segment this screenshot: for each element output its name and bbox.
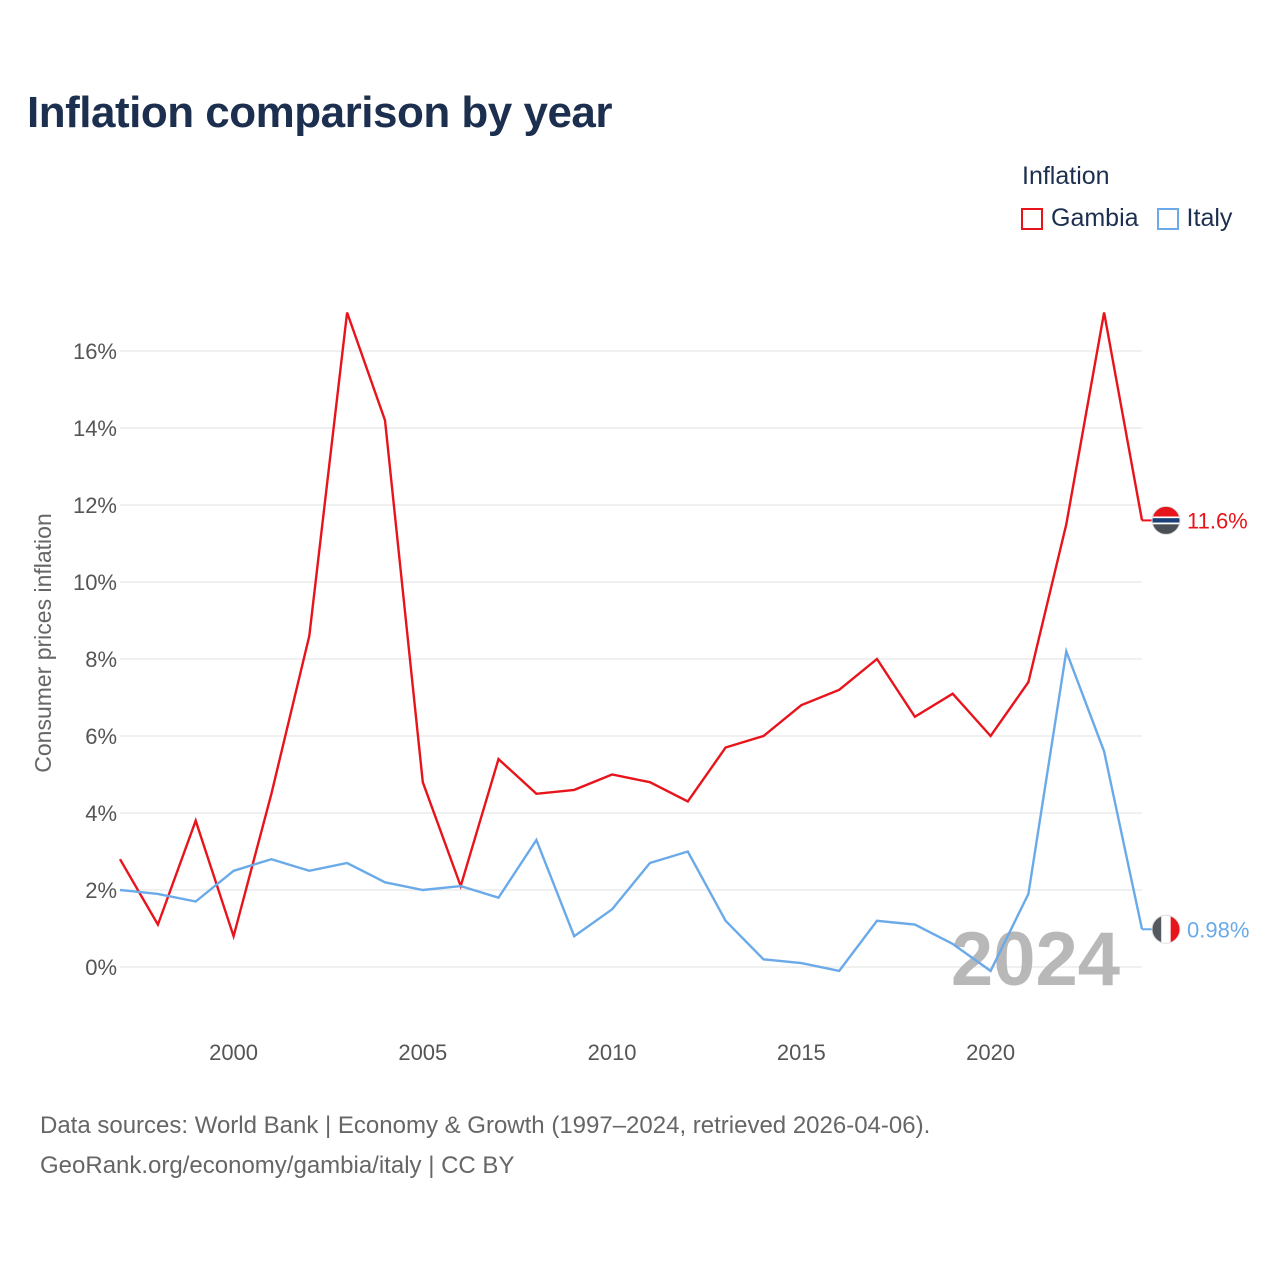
legend-title: Inflation: [1022, 162, 1110, 190]
legend-item-gambia[interactable]: Gambia: [1021, 204, 1139, 233]
gambia-flag-icon: [1151, 505, 1181, 535]
series-lines: [118, 312, 1144, 973]
y-tick-label: 6%: [85, 724, 117, 749]
y-tick-label: 16%: [73, 339, 117, 364]
x-tick-label: 2010: [588, 1040, 637, 1065]
chart-title: Inflation comparison by year: [27, 88, 613, 137]
y-tick-label: 4%: [85, 801, 117, 826]
legend-item-italy[interactable]: Italy: [1156, 204, 1233, 233]
footer-link[interactable]: GeoRank.org/economy/gambia/italy | CC BY: [40, 1152, 515, 1179]
x-tick-label: 2000: [209, 1040, 258, 1065]
legend-label-gambia: Gambia: [1051, 204, 1139, 232]
end-label-gambia: 11.6%: [1187, 508, 1248, 533]
x-axis-ticks: 2000 2005 2010 2015 2020: [209, 1040, 1015, 1065]
y-axis-ticks: 0% 2% 4% 6% 8% 10% 12% 14% 16%: [73, 339, 117, 980]
gridlines: [120, 350, 1142, 968]
x-tick-label: 2015: [777, 1040, 826, 1065]
italy-flag-icon: [1151, 914, 1181, 944]
legend: Gambia Italy: [1021, 204, 1232, 233]
footer: Data sources: World Bank | Economy & Gro…: [40, 1106, 930, 1186]
y-tick-label: 14%: [73, 416, 117, 441]
y-tick-label: 12%: [73, 493, 117, 518]
y-tick-label: 0%: [85, 955, 117, 980]
y-tick-label: 8%: [85, 647, 117, 672]
y-tick-label: 10%: [73, 570, 117, 595]
legend-swatch-gambia: [1021, 207, 1043, 230]
year-watermark: 2024: [951, 917, 1120, 1002]
legend-swatch-italy: [1156, 207, 1179, 230]
series-line-italy[interactable]: [119, 646, 1144, 973]
x-tick-label: 2005: [398, 1040, 447, 1065]
legend-label-italy: Italy: [1186, 204, 1233, 232]
series-line-gambia[interactable]: [118, 312, 1144, 941]
y-tick-label: 2%: [85, 878, 117, 903]
x-tick-label: 2020: [966, 1040, 1015, 1065]
series-end-markers: 11.6% 0.98%: [1142, 505, 1249, 944]
y-axis-label: Consumer prices inflation: [30, 513, 56, 773]
end-label-italy: 0.98%: [1187, 917, 1249, 942]
footer-sources: Data sources: World Bank | Economy & Gro…: [40, 1112, 931, 1139]
